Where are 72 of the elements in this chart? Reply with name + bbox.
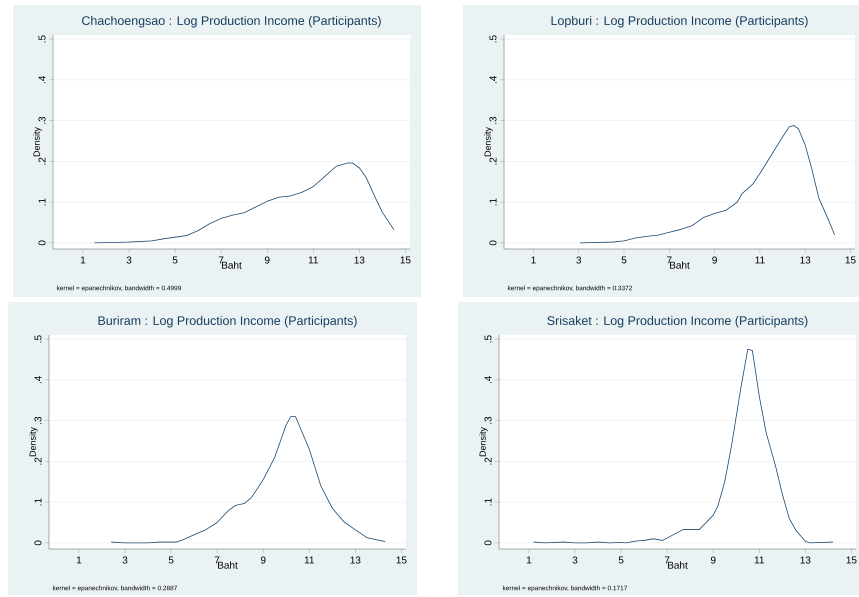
chart-title: Chachoengsao : Log Production Income (Participants) <box>82 16 381 28</box>
y-tick-label: .4 <box>34 376 42 384</box>
y-tick-label: .2 <box>484 458 492 465</box>
x-tick-label: 9 <box>264 256 270 264</box>
x-tick-label: 3 <box>572 556 578 564</box>
x-tick-label: 1 <box>80 256 86 264</box>
x-axis-title: Baht <box>222 261 242 269</box>
x-tick-label: 5 <box>168 556 174 564</box>
line-series <box>94 162 394 244</box>
line-series <box>110 416 386 544</box>
y-tick-label: .2 <box>38 158 46 165</box>
y-tick-label: 0 <box>38 240 46 246</box>
y-tick-label: .5 <box>484 335 492 342</box>
y-axis-title: Density <box>479 427 488 456</box>
x-tick-label: 7 <box>218 256 224 264</box>
line-series <box>533 348 834 544</box>
x-tick-label: 11 <box>755 256 765 264</box>
x-tick-label: 7 <box>664 556 670 564</box>
y-tick-label: .2 <box>490 158 496 165</box>
y-tick-label: 0 <box>34 540 42 546</box>
y-axis-title: Density <box>29 427 38 456</box>
y-tick-label: .3 <box>38 116 46 124</box>
x-tick-label: 5 <box>618 556 624 564</box>
x-tick-label: 13 <box>800 556 810 564</box>
x-tick-label: 1 <box>76 556 82 564</box>
y-tick-label: .5 <box>490 35 496 42</box>
x-tick-label: 11 <box>754 556 764 564</box>
y-tick-label: .3 <box>489 116 496 124</box>
y-tick-label: .4 <box>490 76 496 84</box>
y-tick-label: .1 <box>484 498 492 506</box>
x-tick-label: 11 <box>308 256 318 264</box>
x-tick-label: 3 <box>126 256 132 264</box>
x-tick-label: 15 <box>400 256 411 264</box>
x-tick-label: 3 <box>122 556 128 564</box>
chart-title: Srisaket : Log Production Income (Participants) <box>547 316 808 328</box>
x-tick-label: 5 <box>622 256 626 264</box>
x-tick-label: 1 <box>526 556 532 564</box>
x-tick-label: 7 <box>667 256 672 264</box>
y-tick-label: .1 <box>34 498 42 506</box>
x-tick-label: 13 <box>354 256 364 264</box>
y-tick-label: .1 <box>490 198 496 206</box>
x-tick-label: 13 <box>800 256 810 264</box>
x-axis-title: Baht <box>218 561 238 569</box>
x-tick-label: 11 <box>304 556 314 564</box>
chart-title: Buriram : Log Production Income (Participants) <box>98 316 357 328</box>
x-axis-title: Baht <box>668 561 688 569</box>
y-tick-label: .2 <box>34 458 42 465</box>
x-tick-label: 9 <box>710 556 716 564</box>
y-tick-label: .5 <box>34 335 42 342</box>
y-tick-label: 0 <box>489 240 496 246</box>
x-tick-label: 15 <box>396 556 407 564</box>
y-tick-label: .4 <box>484 376 492 384</box>
y-tick-label: .5 <box>38 35 46 42</box>
y-tick-label: 0 <box>484 540 492 546</box>
x-tick-label: 1 <box>531 256 536 264</box>
x-tick-label: 3 <box>576 256 582 264</box>
y-tick-label: .4 <box>38 76 46 84</box>
y-axis-title: Density <box>484 127 493 156</box>
chart-title: Lopburi : Log Production Income (Participants) <box>552 16 808 28</box>
x-tick-label: 15 <box>846 256 856 264</box>
x-tick-label: 5 <box>172 256 178 264</box>
y-tick-label: .1 <box>38 198 46 206</box>
y-axis-title: Density <box>33 127 42 156</box>
x-tick-label: 9 <box>712 256 717 264</box>
y-tick-label: .3 <box>34 416 42 424</box>
line-series <box>579 125 836 244</box>
x-tick-label: 7 <box>214 556 220 564</box>
y-tick-label: .3 <box>484 416 492 424</box>
x-tick-label: 15 <box>846 556 857 564</box>
x-tick-label: 13 <box>350 556 360 564</box>
x-tick-label: 9 <box>260 556 266 564</box>
x-axis-title: Baht <box>670 261 690 269</box>
